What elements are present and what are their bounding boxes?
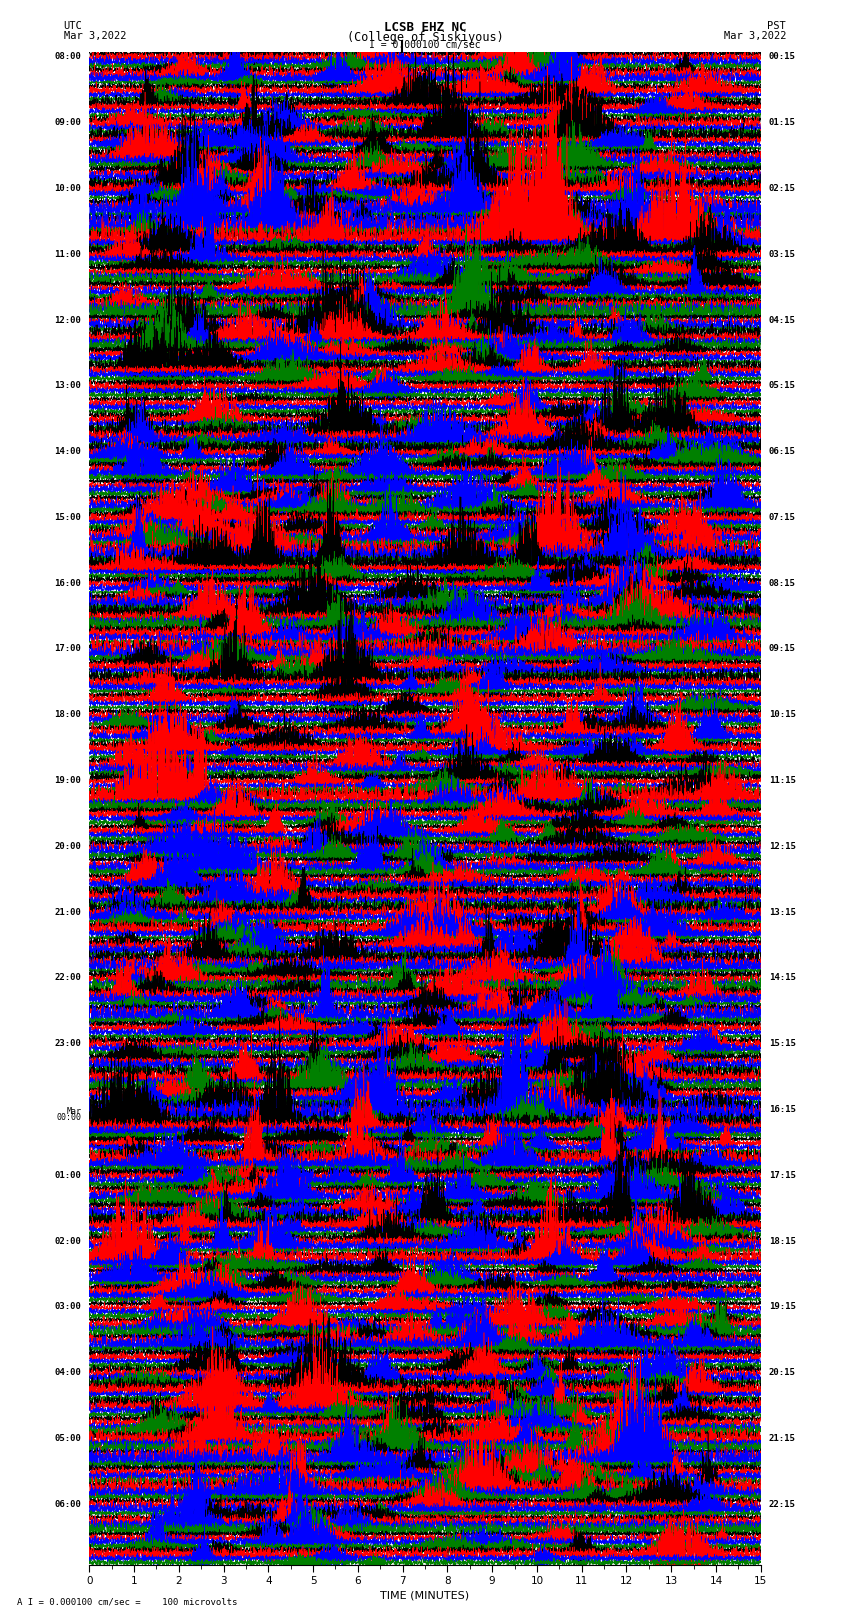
Text: 01:00: 01:00: [54, 1171, 82, 1179]
Text: 12:00: 12:00: [54, 316, 82, 324]
Text: 05:15: 05:15: [768, 381, 796, 390]
Text: 09:00: 09:00: [54, 118, 82, 127]
Text: 04:15: 04:15: [768, 316, 796, 324]
Text: 21:15: 21:15: [768, 1434, 796, 1444]
Text: 03:15: 03:15: [768, 250, 796, 258]
Text: 10:00: 10:00: [54, 184, 82, 194]
Text: 17:00: 17:00: [54, 645, 82, 653]
Text: I = 0.000100 cm/sec: I = 0.000100 cm/sec: [369, 40, 481, 50]
Text: 06:15: 06:15: [768, 447, 796, 456]
Text: 06:00: 06:00: [54, 1500, 82, 1508]
Text: 13:15: 13:15: [768, 908, 796, 916]
Text: 09:15: 09:15: [768, 645, 796, 653]
Text: 00:15: 00:15: [768, 53, 796, 61]
Text: 02:15: 02:15: [768, 184, 796, 194]
Text: 10:15: 10:15: [768, 710, 796, 719]
Text: 08:15: 08:15: [768, 579, 796, 587]
Text: 08:00: 08:00: [54, 53, 82, 61]
Text: 16:00: 16:00: [54, 579, 82, 587]
Text: 01:15: 01:15: [768, 118, 796, 127]
Text: 12:15: 12:15: [768, 842, 796, 850]
Text: 22:15: 22:15: [768, 1500, 796, 1508]
Text: 18:15: 18:15: [768, 1237, 796, 1245]
Text: 14:00: 14:00: [54, 447, 82, 456]
Text: 05:00: 05:00: [54, 1434, 82, 1444]
Text: 03:00: 03:00: [54, 1302, 82, 1311]
Text: Mar 3,2022: Mar 3,2022: [723, 31, 786, 40]
Text: 00:00: 00:00: [56, 1113, 82, 1123]
Text: 02:00: 02:00: [54, 1237, 82, 1245]
Text: (College of Siskiyous): (College of Siskiyous): [347, 31, 503, 44]
Text: 19:15: 19:15: [768, 1302, 796, 1311]
Text: 23:00: 23:00: [54, 1039, 82, 1048]
Text: PST: PST: [768, 21, 786, 31]
Text: UTC: UTC: [64, 21, 82, 31]
Text: 19:00: 19:00: [54, 776, 82, 786]
Text: 11:00: 11:00: [54, 250, 82, 258]
Text: 22:00: 22:00: [54, 973, 82, 982]
Text: 04:00: 04:00: [54, 1368, 82, 1378]
Text: 20:00: 20:00: [54, 842, 82, 850]
Text: Mar 3,2022: Mar 3,2022: [64, 31, 127, 40]
Text: 14:15: 14:15: [768, 973, 796, 982]
Text: LCSB EHZ NC: LCSB EHZ NC: [383, 21, 467, 34]
X-axis label: TIME (MINUTES): TIME (MINUTES): [381, 1590, 469, 1600]
Text: 07:15: 07:15: [768, 513, 796, 523]
Text: 15:00: 15:00: [54, 513, 82, 523]
Text: 15:15: 15:15: [768, 1039, 796, 1048]
Text: 13:00: 13:00: [54, 381, 82, 390]
Text: 16:15: 16:15: [768, 1105, 796, 1115]
Text: 18:00: 18:00: [54, 710, 82, 719]
Text: 21:00: 21:00: [54, 908, 82, 916]
Text: Mar: Mar: [66, 1107, 82, 1116]
Text: A I = 0.000100 cm/sec =    100 microvolts: A I = 0.000100 cm/sec = 100 microvolts: [17, 1597, 237, 1607]
Text: 17:15: 17:15: [768, 1171, 796, 1179]
Text: 20:15: 20:15: [768, 1368, 796, 1378]
Text: 11:15: 11:15: [768, 776, 796, 786]
